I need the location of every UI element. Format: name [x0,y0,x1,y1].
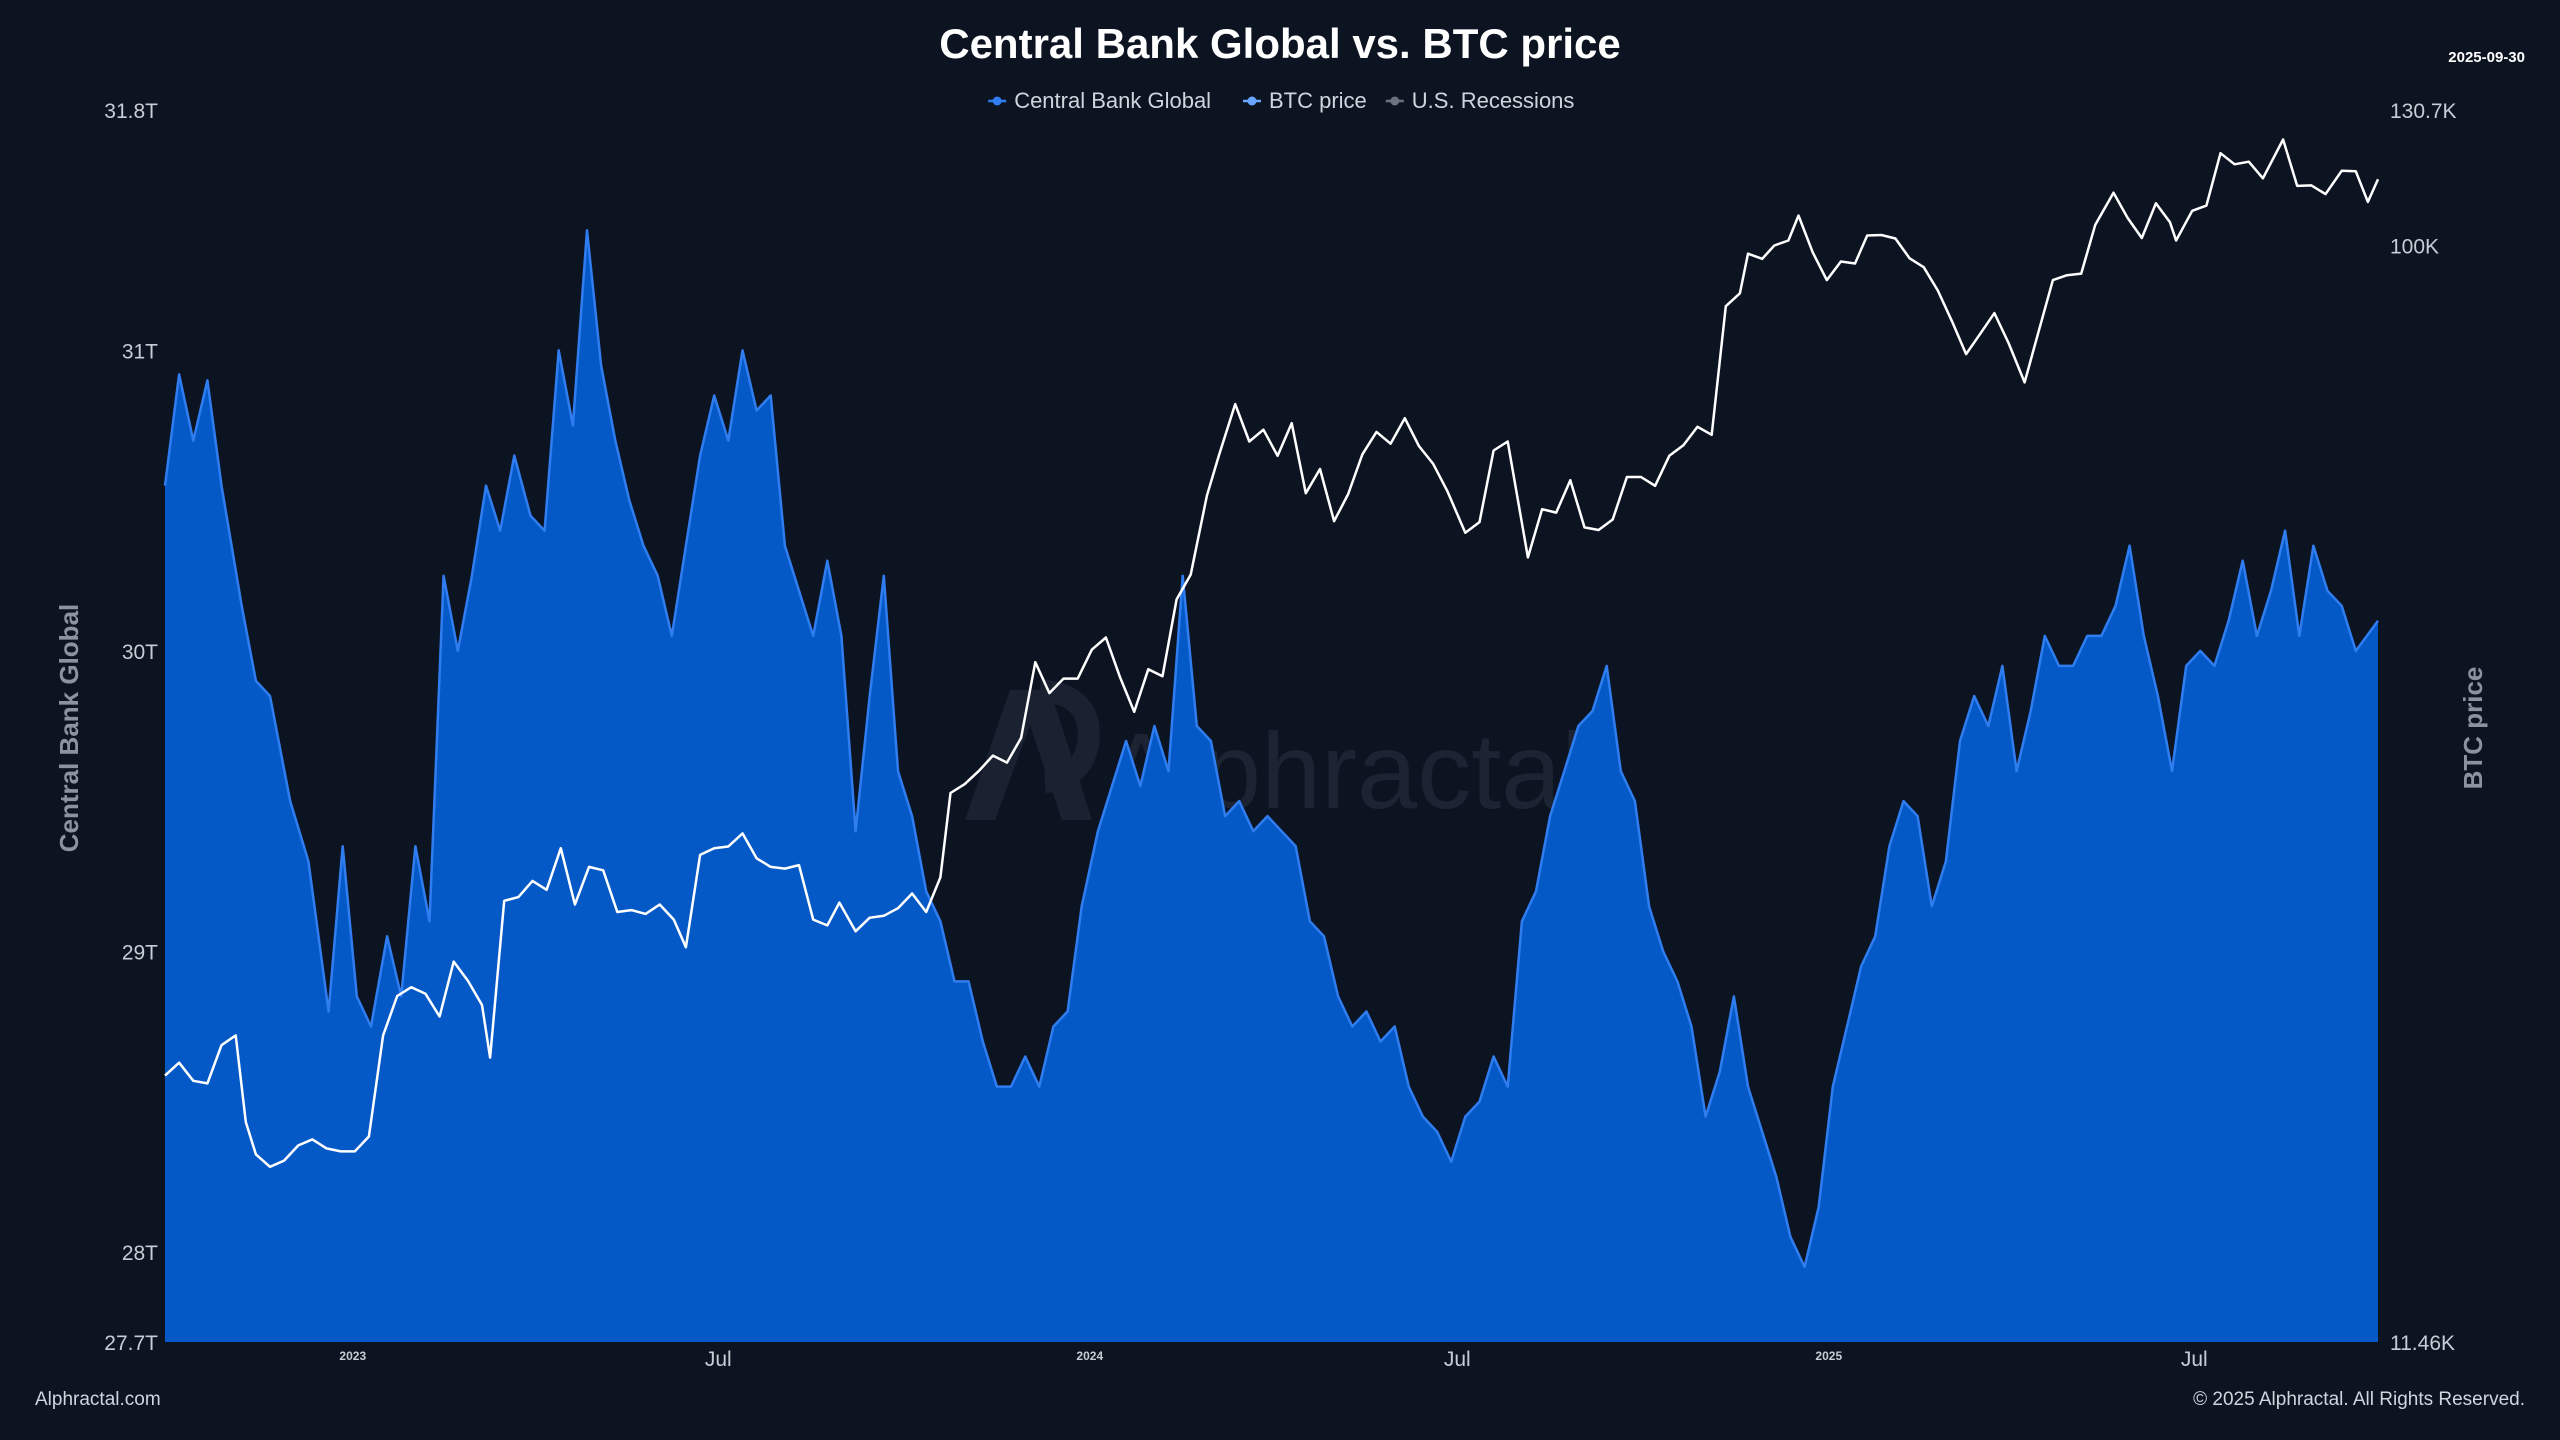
y-left-tick-label: 31T [122,340,158,363]
x-tick-label: 2025 [1815,1349,1842,1363]
y-right-tick-label: 100K [2390,236,2439,259]
legend-swatch-marker [1247,96,1257,106]
y-left-axis-title: Central Bank Global [54,604,84,853]
plot-area [163,138,2380,1343]
x-tick-label: Jul [2181,1348,2208,1371]
y-left-tick-label: 27.7T [104,1332,158,1355]
chart-title: Central Bank Global vs. BTC price [939,20,1621,67]
legend-swatch-marker [1390,96,1400,106]
y-left-tick-label: 28T [122,1242,158,1265]
y-right-tick-label: 130.7K [2390,100,2457,123]
y-left-tick-label: 30T [122,641,158,664]
legend-swatch-marker [992,96,1002,106]
legend: Central Bank Global BTC price U.S. Recessi… [988,88,1574,113]
y-right-axis-title: BTC price [2458,667,2488,790]
footer-site[interactable]: Alphractal.com [35,1389,161,1410]
y-right-tick-label: 11.46K [2390,1332,2455,1355]
chart-date: 2025-09-30 [2448,49,2525,66]
x-tick-label: Jul [1444,1348,1471,1371]
central-bank-line [163,228,2380,1269]
x-tick-label: Jul [705,1348,732,1371]
x-tick-label: 2023 [339,1349,366,1363]
legend-item: Central Bank Global [988,88,1211,113]
central-bank-area [165,230,2378,1343]
legend-label: Central Bank Global [1014,88,1211,113]
x-tick-label: 2024 [1076,1349,1103,1363]
legend-item: U.S. Recessions [1385,88,1575,113]
watermark-logo [965,679,1100,820]
y-left-tick-label: 31.8T [104,100,158,123]
footer-copyright: © 2025 Alphractal. All Rights Reserved. [2193,1389,2525,1410]
legend-label: BTC price [1269,88,1367,113]
y-left-tick-label: 29T [122,941,158,964]
axes: 31.8T 31T 30T 29T 28T 27.7T 130.7K 100K 11.46K 20… [54,100,2488,1371]
btc-price-line [164,138,2380,1169]
legend-item: BTC price [1243,88,1367,113]
legend-label: U.S. Recessions [1412,88,1575,113]
